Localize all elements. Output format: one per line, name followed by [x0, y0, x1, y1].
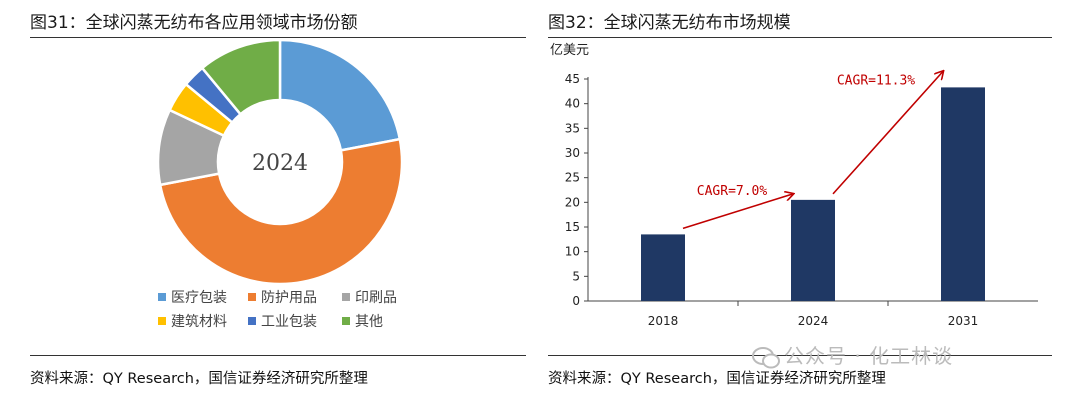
donut-slice: [200, 38, 282, 116]
watermark-text: 公众号 · 化工林谈: [784, 344, 954, 368]
y-tick-label: 0: [572, 294, 580, 308]
legend-swatch: [342, 293, 350, 301]
y-tick-label: 15: [565, 220, 580, 234]
legend-label: 印刷品: [355, 290, 397, 306]
donut-slice: [278, 38, 402, 152]
bar-2031: [941, 87, 985, 302]
cagr-label: CAGR=7.0%: [697, 184, 768, 199]
legend-swatch: [248, 317, 256, 325]
y-tick-label: 20: [565, 195, 580, 209]
y-tick-label: 5: [572, 269, 580, 283]
legend-label: 医疗包装: [171, 290, 227, 306]
donut-source-note: 资料来源：QY Research，国信证券经济研究所整理: [30, 371, 368, 387]
bar-chart-title: 图32：全球闪蒸无纺布市场规模: [548, 13, 791, 33]
legend-label: 建筑材料: [171, 314, 227, 330]
bar-source-note: 资料来源：QY Research，国信证券经济研究所整理: [548, 371, 886, 387]
donut-chart-title: 图31：全球闪蒸无纺布各应用领域市场份额: [30, 13, 358, 33]
legend-label: 其他: [355, 314, 383, 330]
bar-panel: 图32：全球闪蒸无纺布市场规模 亿美元 0 5 10 15 20 25 30 35 40 45 201…: [548, 0, 1052, 401]
bar-2018: [641, 234, 685, 301]
title-divider: [30, 37, 526, 38]
legend-swatch: [158, 317, 166, 325]
source-divider: [548, 355, 1052, 356]
legend-swatch: [248, 293, 256, 301]
y-tick-label: 25: [565, 171, 580, 185]
donut-center-label: 2024: [252, 151, 308, 176]
donut-slice: [158, 137, 404, 286]
legend-swatch: [158, 293, 166, 301]
x-tick-label: 2031: [948, 314, 979, 328]
cagr-arrow: [832, 71, 943, 195]
y-tick-label: 10: [565, 245, 580, 259]
y-tick-label: 30: [565, 146, 580, 160]
donut-panel: 图31：全球闪蒸无纺布各应用领域市场份额 2024 医疗包装 防护用品 印刷品建筑材料…: [30, 0, 526, 401]
bar-2024: [791, 199, 835, 301]
cagr-arrow: [682, 194, 793, 230]
watermark: 公众号 · 化工林谈: [752, 340, 953, 369]
wechat-icon: [752, 346, 780, 368]
source-divider: [30, 355, 526, 356]
legend-label: 工业包装: [261, 314, 317, 330]
x-tick-label: 2018: [648, 314, 679, 328]
legend-swatch: [342, 317, 350, 325]
y-tick-label: 35: [565, 121, 580, 135]
bar-chart: 亿美元 0 5 10 15 20 25 30 35 40 45 2018 2024 2031 CAGR=7.…: [550, 43, 1038, 328]
title-divider: [548, 37, 1052, 38]
cagr-label: CAGR=11.3%: [837, 74, 915, 89]
legend-label: 防护用品: [261, 290, 317, 306]
y-tick-label: 40: [565, 97, 580, 111]
y-tick-label: 45: [565, 72, 580, 86]
y-axis-unit-label: 亿美元: [550, 43, 589, 58]
x-tick-label: 2024: [798, 314, 829, 328]
